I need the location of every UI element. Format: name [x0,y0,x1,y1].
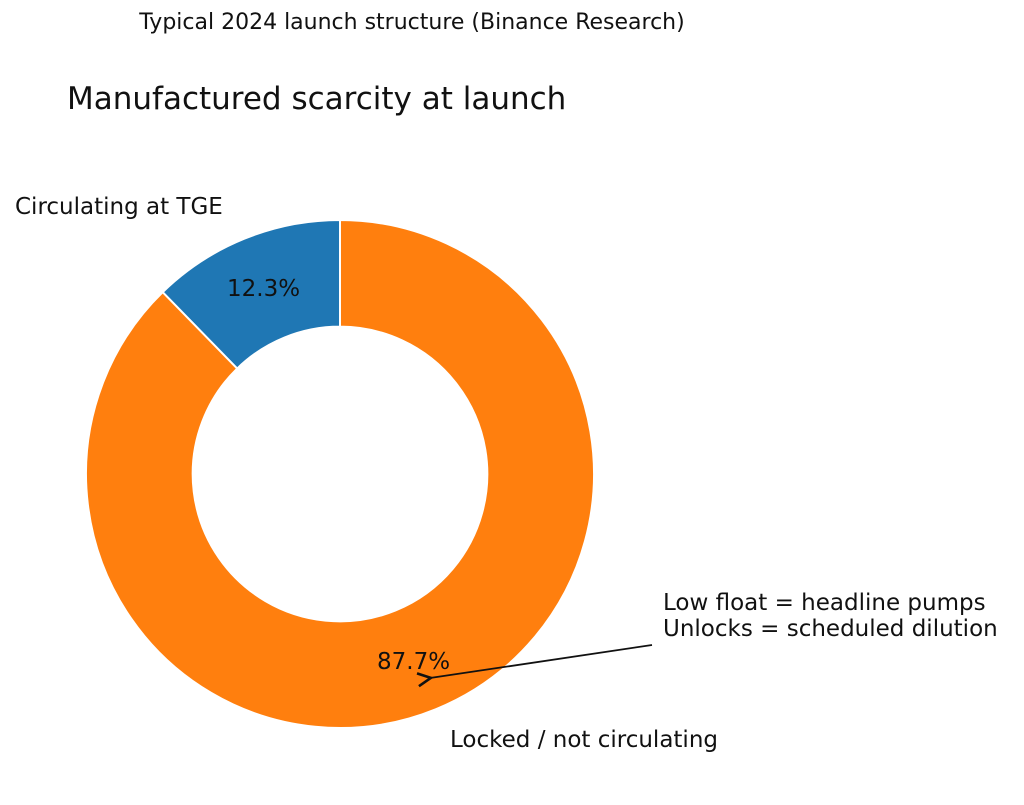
chart-title: Manufactured scarcity at launch [67,81,567,117]
slice-label-locked: Locked / not circulating [450,727,719,753]
figure-suptitle: Typical 2024 launch structure (Binance R… [139,10,685,35]
donut-slice-1 [85,219,595,729]
donut-slices [85,219,595,729]
annotation-line-2: Unlocks = scheduled dilution [663,616,998,642]
slice-pct-circulating: 12.3% [227,276,301,302]
annotation-line-1: Low float = headline pumps [663,590,986,616]
slice-label-circulating: Circulating at TGE [15,194,223,220]
annotation-text: Low float = headline pumps Unlocks = sch… [663,590,998,642]
annotation-arrow [430,644,653,678]
slice-pct-locked: 87.7% [377,649,451,675]
